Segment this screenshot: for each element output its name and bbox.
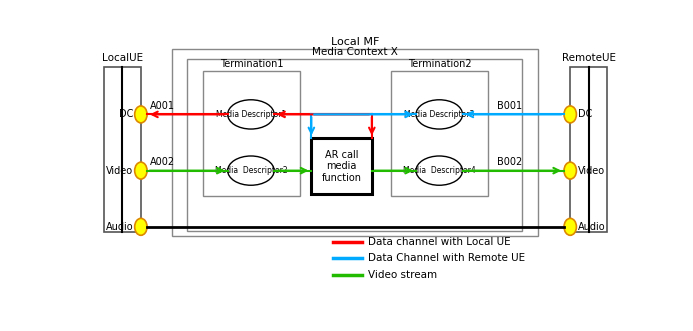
Ellipse shape <box>134 106 147 123</box>
Ellipse shape <box>564 106 577 123</box>
Text: Video stream: Video stream <box>368 269 437 280</box>
Text: LocalUE: LocalUE <box>102 53 143 63</box>
Bar <box>311 138 372 195</box>
Bar <box>570 67 608 232</box>
Ellipse shape <box>228 100 274 129</box>
Text: Media  Descriptor2: Media Descriptor2 <box>215 166 287 175</box>
Text: Video: Video <box>106 166 133 176</box>
Text: Media Descriptor1: Media Descriptor1 <box>216 110 286 119</box>
Bar <box>172 49 538 236</box>
Text: Video: Video <box>578 166 605 176</box>
Text: A002: A002 <box>150 157 175 167</box>
Text: AR call
media
function: AR call media function <box>322 150 362 183</box>
Text: Media Context X: Media Context X <box>312 47 398 58</box>
Text: B001: B001 <box>498 101 523 111</box>
Text: RemoteUE: RemoteUE <box>562 53 616 63</box>
Text: DC: DC <box>578 110 593 119</box>
Text: Audio: Audio <box>578 222 606 232</box>
Ellipse shape <box>416 100 462 129</box>
Text: Data Channel with Remote UE: Data Channel with Remote UE <box>368 254 525 263</box>
Text: Audio: Audio <box>105 222 133 232</box>
Ellipse shape <box>228 156 274 185</box>
Text: Media  Descriptor4: Media Descriptor4 <box>403 166 475 175</box>
Bar <box>392 71 488 196</box>
Text: Termination2: Termination2 <box>407 59 471 69</box>
Ellipse shape <box>134 162 147 179</box>
Ellipse shape <box>134 218 147 235</box>
Bar <box>203 71 300 196</box>
Text: A001: A001 <box>150 101 175 111</box>
Bar <box>104 67 141 232</box>
Text: Termination1: Termination1 <box>220 59 283 69</box>
Text: B002: B002 <box>498 157 523 167</box>
Ellipse shape <box>564 162 577 179</box>
Bar <box>187 59 522 231</box>
Text: Media Descriptor3: Media Descriptor3 <box>404 110 475 119</box>
Ellipse shape <box>564 218 577 235</box>
Text: DC: DC <box>119 110 133 119</box>
Text: Local MF: Local MF <box>331 37 379 47</box>
Ellipse shape <box>416 156 462 185</box>
Text: Data channel with Local UE: Data channel with Local UE <box>368 237 511 247</box>
